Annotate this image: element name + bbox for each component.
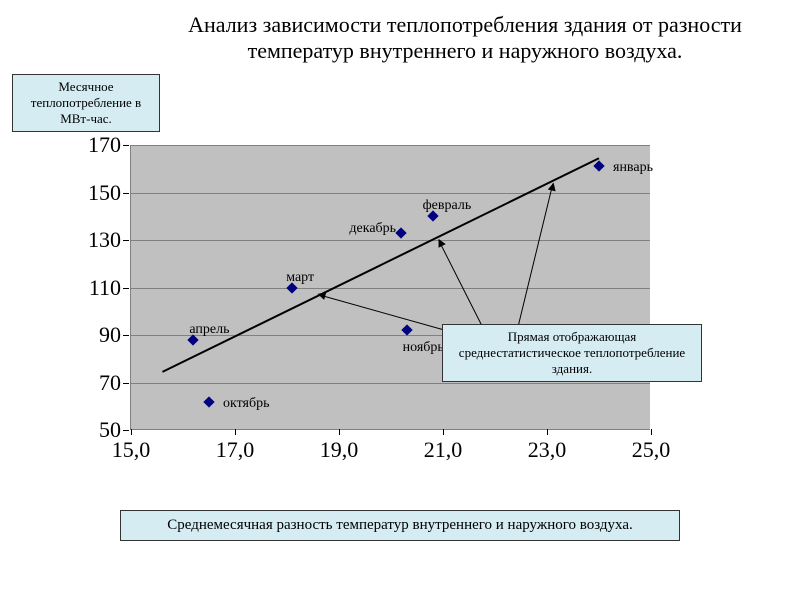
plot-area: 50709011013015017015,017,019,021,023,025…: [130, 145, 650, 430]
x-tick-label: 19,0: [320, 437, 359, 463]
data-point: [396, 227, 407, 238]
x-tick: [339, 429, 340, 435]
gridline: [131, 288, 650, 289]
y-tick-label: 110: [89, 275, 121, 301]
y-tick: [123, 430, 129, 431]
y-tick-label: 170: [88, 132, 121, 158]
x-tick: [443, 429, 444, 435]
data-point-label: февраль: [423, 198, 472, 214]
callout-arrow: [318, 294, 453, 333]
y-tick-label: 150: [88, 180, 121, 206]
y-axis-legend-box: Месячное теплопотребление в МВт-час.: [12, 74, 160, 132]
x-tick-label: 23,0: [528, 437, 567, 463]
y-tick: [123, 145, 129, 146]
x-tick-label: 25,0: [632, 437, 671, 463]
x-tick-label: 17,0: [216, 437, 255, 463]
y-tick: [123, 240, 129, 241]
y-tick: [123, 193, 129, 194]
data-point-label: ноябрь: [403, 340, 444, 356]
x-axis-legend-box: Среднемесячная разность температур внутр…: [120, 510, 680, 541]
gridline: [131, 193, 650, 194]
data-point-label: декабрь: [349, 221, 396, 237]
y-tick-label: 130: [88, 227, 121, 253]
y-tick: [123, 288, 129, 289]
y-tick: [123, 383, 129, 384]
x-tick: [235, 429, 236, 435]
gridline: [131, 240, 650, 241]
x-tick-label: 15,0: [112, 437, 151, 463]
y-tick-label: 90: [99, 322, 121, 348]
y-tick: [123, 335, 129, 336]
data-point-label: апрель: [189, 322, 229, 338]
data-point-label: январь: [613, 160, 653, 176]
x-tick: [651, 429, 652, 435]
page-title: Анализ зависимости теплопотребления здан…: [170, 12, 760, 65]
trendline-legend-box: Прямая отображающая среднестатистическое…: [442, 324, 702, 382]
data-point-label: март: [286, 270, 314, 286]
gridline: [131, 383, 650, 384]
data-point-label: октябрь: [223, 396, 270, 412]
callout-arrow: [438, 240, 486, 333]
x-tick: [131, 429, 132, 435]
x-tick: [547, 429, 548, 435]
data-point: [203, 396, 214, 407]
callout-arrow: [516, 183, 553, 333]
data-point: [593, 161, 604, 172]
y-tick-label: 70: [99, 370, 121, 396]
scatter-chart: 50709011013015017015,017,019,021,023,025…: [130, 145, 650, 430]
x-tick-label: 21,0: [424, 437, 463, 463]
gridline: [131, 145, 650, 146]
